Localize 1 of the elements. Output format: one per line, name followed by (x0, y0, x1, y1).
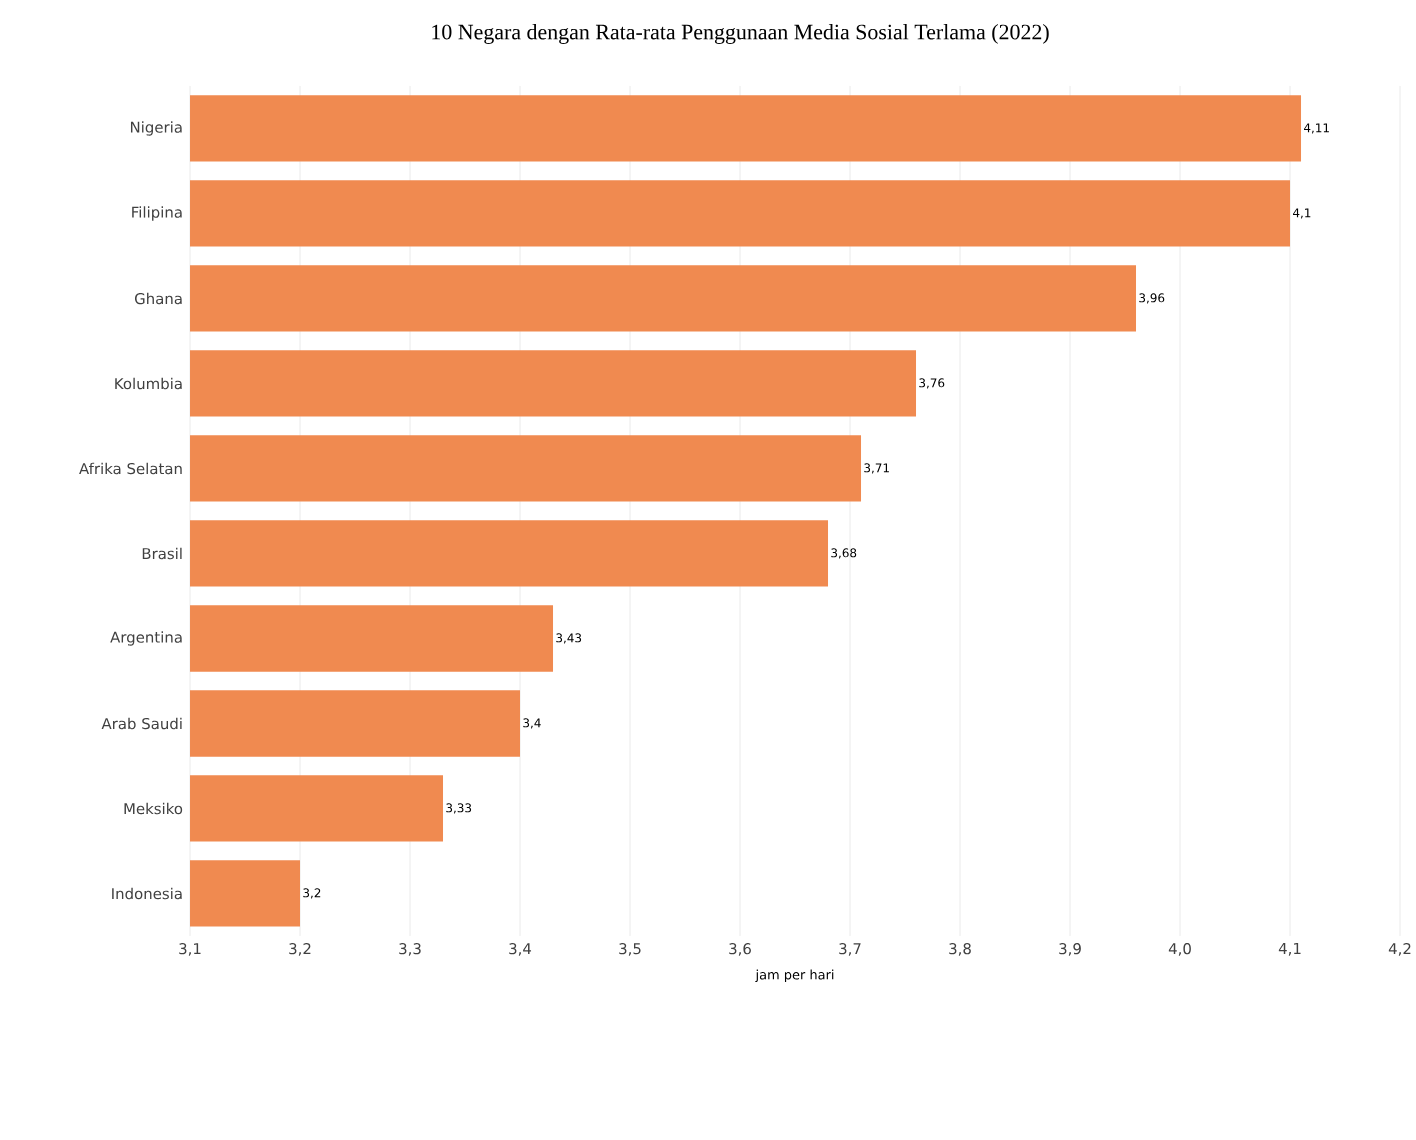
chart-title: 10 Negara dengan Rata-rata Penggunaan Media Sosial Terlama (2022) (432, 24, 1049, 44)
